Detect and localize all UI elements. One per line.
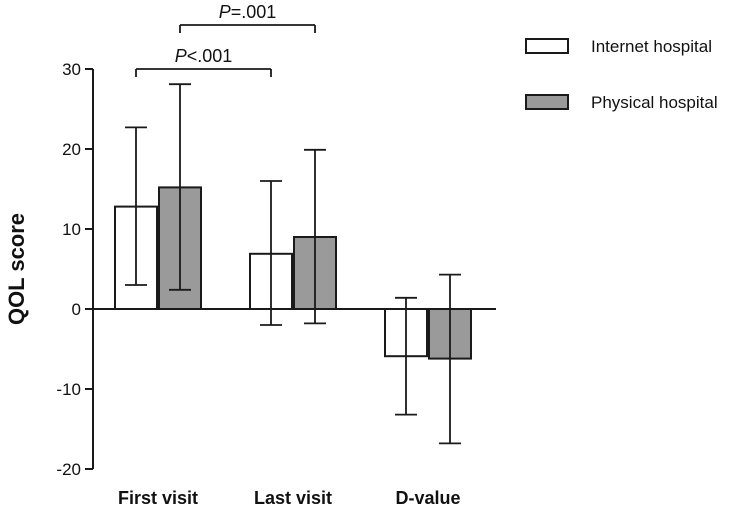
y-tick-label: 0 bbox=[72, 300, 81, 319]
legend-label: Internet hospital bbox=[591, 37, 712, 56]
y-tick-label: 10 bbox=[62, 220, 81, 239]
legend-label: Physical hospital bbox=[591, 93, 718, 112]
y-tick-label: 30 bbox=[62, 60, 81, 79]
y-tick-label: -10 bbox=[56, 380, 81, 399]
y-tick-label: -20 bbox=[56, 460, 81, 479]
significance-value: =.001 bbox=[231, 2, 277, 22]
error-bar-physical-0 bbox=[169, 83, 191, 291]
x-category-label: Last visit bbox=[254, 488, 332, 506]
significance-value: <.001 bbox=[187, 46, 233, 66]
legend-swatch bbox=[525, 38, 569, 54]
significance-label: P=.001 bbox=[219, 2, 277, 22]
error-bar-internet-2 bbox=[395, 296, 417, 416]
x-category-label: D-value bbox=[395, 488, 460, 506]
error-bar-internet-1 bbox=[260, 180, 282, 326]
significance-p-letter: P bbox=[219, 2, 231, 22]
plot-area bbox=[114, 83, 472, 445]
y-axis-title: QOL score bbox=[4, 213, 29, 325]
legend-swatch bbox=[525, 94, 569, 110]
x-category-label: First visit bbox=[118, 488, 198, 506]
error-bar-internet-0 bbox=[125, 126, 147, 286]
axes: 30 20 10 0 -10 -20 First visit Last visit D-valu… bbox=[56, 60, 496, 506]
legend-item-internet-hospital: Internet hospital bbox=[525, 37, 712, 56]
significance-p-letter: P bbox=[175, 46, 187, 66]
legend: Internet hospital Physical hospital bbox=[525, 37, 718, 112]
error-bar-physical-2 bbox=[439, 273, 461, 445]
significance-label: P<.001 bbox=[175, 46, 233, 66]
significance-bracket-1: P<.001 bbox=[135, 46, 272, 77]
y-tick-label: 20 bbox=[62, 140, 81, 159]
legend-item-physical-hospital: Physical hospital bbox=[525, 93, 718, 112]
error-bar-physical-1 bbox=[304, 148, 326, 325]
significance-bracket-0: P=.001 bbox=[179, 2, 316, 33]
